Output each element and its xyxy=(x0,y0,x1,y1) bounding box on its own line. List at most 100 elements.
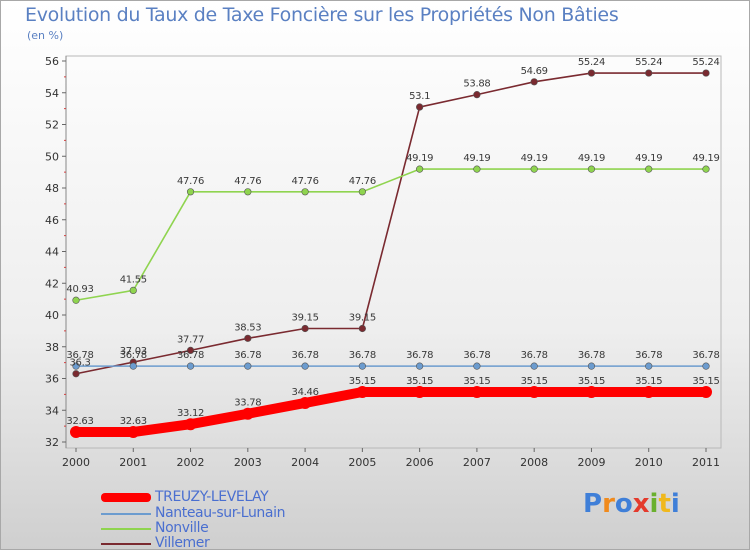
series-point xyxy=(301,324,309,333)
data-label: 49.19 xyxy=(578,153,605,164)
data-label: 41.55 xyxy=(120,274,147,285)
data-label: 36.78 xyxy=(406,350,433,361)
data-label: 36.78 xyxy=(692,350,719,361)
series-point xyxy=(72,370,80,378)
data-label: 37.03 xyxy=(120,346,147,357)
data-label: 36.78 xyxy=(234,350,261,361)
legend-label: TREUZY-LEVELAY xyxy=(155,489,269,505)
series-point xyxy=(587,165,596,173)
data-label: 39.15 xyxy=(292,312,319,323)
series-point xyxy=(186,362,195,370)
data-label: 35.15 xyxy=(463,376,490,387)
series-line-Nonville xyxy=(75,168,707,302)
y-tick-label-40: 40 xyxy=(45,309,59,322)
x-tick-label-2002: 2002 xyxy=(177,456,205,469)
y-tick-label-44: 44 xyxy=(45,246,59,259)
legend-swatch xyxy=(101,493,151,502)
y-tick-label-48: 48 xyxy=(45,182,59,195)
legend-label: Nonville xyxy=(155,520,209,536)
series-point xyxy=(470,385,483,398)
data-label: 47.76 xyxy=(292,176,319,187)
data-label: 34.46 xyxy=(292,387,319,398)
series-point xyxy=(301,362,309,370)
x-tick-label-2011: 2011 xyxy=(692,456,720,469)
data-label: 49.19 xyxy=(692,153,719,164)
x-tick-label-2003: 2003 xyxy=(234,456,262,469)
data-label: 36.78 xyxy=(521,350,548,361)
logo-letter: i xyxy=(670,489,680,519)
series-point xyxy=(358,362,366,370)
series-point xyxy=(702,69,710,77)
x-tick-label-2000: 2000 xyxy=(62,456,90,469)
x-tick-label-2005: 2005 xyxy=(348,456,376,469)
data-label: 32.63 xyxy=(66,416,93,427)
data-label: 49.19 xyxy=(463,153,490,164)
data-label: 47.76 xyxy=(177,176,204,187)
data-label: 36.78 xyxy=(463,350,490,361)
legend-swatch xyxy=(101,543,151,545)
series-point xyxy=(184,418,197,431)
data-label: 36.78 xyxy=(177,350,204,361)
series-point xyxy=(127,425,140,438)
series-point xyxy=(702,362,710,370)
y-tick-label-54: 54 xyxy=(45,87,59,100)
logo-letter: o xyxy=(614,489,633,519)
data-label: 33.78 xyxy=(234,398,261,409)
data-label: 35.15 xyxy=(692,376,719,387)
series-point xyxy=(186,188,195,196)
series-point xyxy=(72,362,80,370)
x-tick-label-2004: 2004 xyxy=(291,456,319,469)
data-label: 36.3 xyxy=(69,358,90,369)
x-tick-label-2008: 2008 xyxy=(520,456,548,469)
data-label: 35.15 xyxy=(406,376,433,387)
series-point xyxy=(416,165,424,173)
data-label: 40.93 xyxy=(66,284,93,295)
series-point xyxy=(244,362,252,370)
x-tick-label-2001: 2001 xyxy=(119,456,147,469)
chart-subtitle: (en %) xyxy=(27,29,64,42)
logo-letter: i xyxy=(649,489,659,519)
series-point xyxy=(416,103,424,111)
series-point xyxy=(700,385,712,398)
data-label: 36.78 xyxy=(578,350,605,361)
data-label: 36.78 xyxy=(635,350,662,361)
data-label: 35.15 xyxy=(578,376,605,387)
y-tick-label-52: 52 xyxy=(45,119,59,132)
y-tick-label-34: 34 xyxy=(45,404,59,417)
series-point xyxy=(530,165,538,173)
y-tick-label-50: 50 xyxy=(45,150,59,163)
data-label: 47.76 xyxy=(234,176,261,187)
data-label: 35.15 xyxy=(521,376,548,387)
series-point xyxy=(358,188,366,196)
y-tick-label-38: 38 xyxy=(45,341,59,354)
series-point xyxy=(70,425,82,438)
series-point xyxy=(528,385,541,398)
series-point xyxy=(473,165,481,173)
data-label: 55.24 xyxy=(692,57,719,68)
data-label: 38.53 xyxy=(234,322,261,333)
data-label: 49.19 xyxy=(406,153,433,164)
series-point xyxy=(473,91,481,99)
data-labels-layer: 32.63 32.63 33.12 33.78 34.46 35.15 35.15 35.15… xyxy=(66,57,719,427)
data-label: 49.19 xyxy=(521,153,548,164)
data-label: 36.78 xyxy=(120,350,147,361)
series-point xyxy=(241,407,254,420)
data-label: 55.24 xyxy=(578,57,605,68)
proxiti-logo: Proxiti xyxy=(583,489,680,519)
data-label: 36.78 xyxy=(349,350,376,361)
data-label: 37.77 xyxy=(177,334,204,345)
y-tick-label-42: 42 xyxy=(45,277,59,290)
data-label: 33.12 xyxy=(177,408,204,419)
data-label: 53.88 xyxy=(463,79,490,90)
series-point xyxy=(645,165,653,173)
x-tick-label-2009: 2009 xyxy=(577,456,605,469)
series-point xyxy=(473,362,481,370)
legend-swatch xyxy=(101,513,151,515)
series-point xyxy=(356,385,369,398)
series-point xyxy=(72,296,80,304)
chart-title: Evolution du Taux de Taxe Foncière sur l… xyxy=(25,4,619,26)
series-point xyxy=(530,78,538,86)
data-label: 36.78 xyxy=(66,350,93,361)
